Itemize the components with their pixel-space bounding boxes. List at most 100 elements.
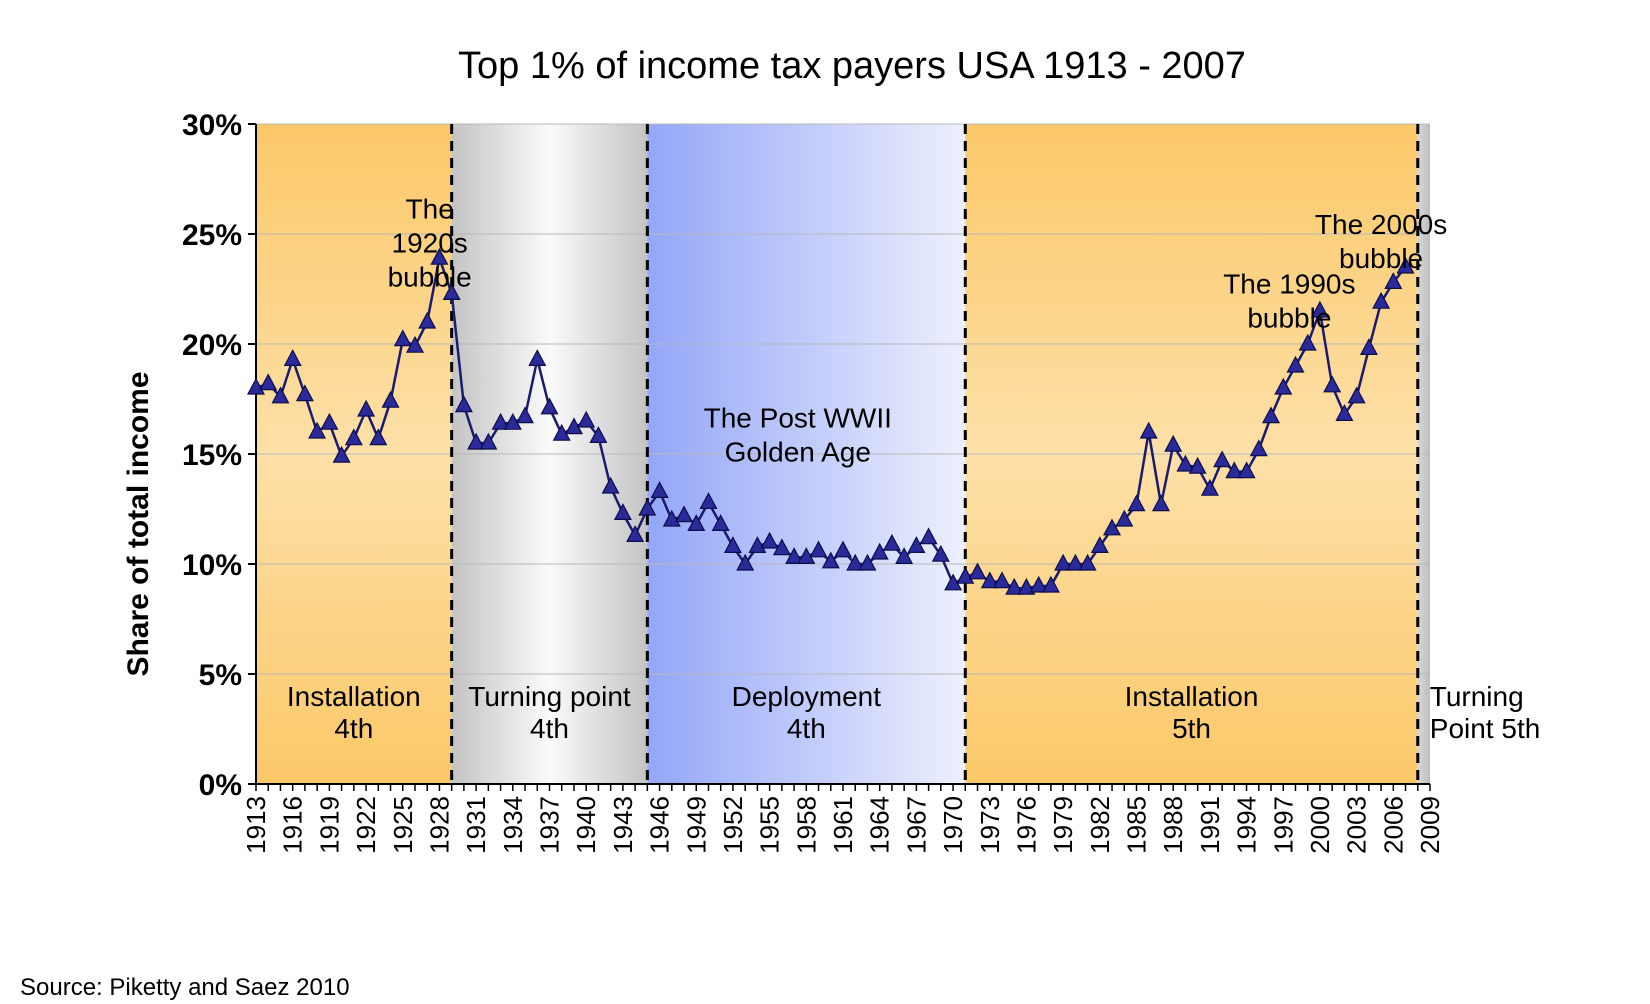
data-point-1987 [1152, 494, 1170, 512]
phase-boundaries [450, 124, 1420, 784]
data-point-1995 [1249, 439, 1268, 457]
phase-label-0: Installation 4th [287, 681, 421, 744]
x-tick-label: 2009 [1415, 796, 1445, 854]
phase-label-line: Turning [1430, 681, 1524, 712]
data-point-1922 [357, 399, 376, 417]
data-point-1953 [736, 553, 755, 571]
data-point-1951 [711, 514, 730, 531]
data-point-1973 [980, 571, 999, 589]
data-point-1974 [993, 571, 1011, 589]
data-point-1972 [968, 562, 987, 580]
data-point-1994 [1237, 461, 1256, 479]
phase-label-line: Turning point [468, 681, 631, 712]
data-point-1928 [430, 247, 449, 265]
x-tick-label: 1943 [608, 796, 638, 854]
x-tick-label: 1913 [241, 796, 271, 854]
data-point-1927 [418, 311, 437, 329]
data-point-1957 [785, 547, 804, 564]
y-axis-label: Share of total income [122, 371, 155, 676]
y-tick-label: 30% [182, 109, 242, 142]
data-point-1944 [626, 525, 645, 542]
x-tick-label: 1949 [681, 796, 711, 854]
data-point-2005 [1372, 291, 1391, 309]
data-point-2007 [1396, 256, 1415, 274]
annotation-line: bubble [388, 262, 472, 293]
data-point-1982 [1090, 536, 1109, 553]
phase-label-1: Turning point 4th [468, 681, 631, 744]
x-tick-label: 1937 [535, 796, 565, 854]
data-point-1932 [479, 432, 498, 450]
data-point-1996 [1262, 406, 1280, 424]
data-point-1938 [552, 423, 571, 441]
data-point-2003 [1347, 386, 1366, 404]
annotation-2: The 1990s bubble [1223, 268, 1355, 333]
data-point-1941 [589, 426, 608, 443]
data-point-1967 [907, 536, 926, 553]
data-point-1935 [516, 406, 534, 424]
data-point-1988 [1164, 434, 1183, 452]
data-point-1918 [308, 421, 327, 439]
data-point-1923 [369, 428, 388, 446]
data-point-1950 [699, 492, 718, 509]
source-note: Source: Piketty and Saez 2010 [20, 974, 350, 1001]
phase-label-line: Deployment [732, 681, 882, 712]
data-point-1937 [540, 397, 559, 415]
phase-label-line: Point 5th [1430, 713, 1541, 744]
data-point-1936 [528, 349, 547, 366]
annotation-line: 1920s [392, 228, 468, 259]
data-point-1947 [662, 509, 681, 527]
x-tick-label: 1988 [1158, 796, 1188, 854]
data-point-1914 [259, 373, 278, 391]
data-point-1965 [882, 533, 901, 551]
data-point-1933 [491, 412, 510, 430]
x-tick-label: 1961 [828, 796, 858, 854]
x-tick-label: 1997 [1268, 796, 1298, 854]
data-point-1978 [1041, 575, 1060, 593]
data-point-1943 [613, 503, 632, 520]
data-point-1976 [1017, 577, 1036, 595]
data-point-1920 [332, 445, 351, 463]
x-tick-label: 1994 [1232, 796, 1262, 854]
y-tick-label: 0% [199, 769, 242, 802]
data-point-1919 [320, 412, 339, 430]
data-point-1925 [393, 329, 412, 347]
annotation-line: The 2000s [1315, 209, 1447, 240]
x-tick-label: 1925 [388, 796, 418, 854]
phase-label-2: Deployment 4th [732, 681, 882, 744]
data-point-1997 [1274, 377, 1293, 395]
phase-label-line: Installation [287, 681, 421, 712]
data-point-1968 [919, 527, 938, 545]
annotation-0: The 1920s bubble [388, 194, 472, 293]
x-tick-label: 1934 [498, 796, 528, 854]
x-tick-label: 1916 [278, 796, 308, 854]
data-point-1940 [577, 410, 596, 428]
series-top-1-percent [247, 247, 1415, 595]
data-point-1921 [344, 428, 363, 446]
data-point-1924 [381, 390, 400, 408]
data-point-1983 [1103, 518, 1121, 536]
x-tick-label: 1985 [1122, 796, 1152, 854]
annotation-line: bubble [1247, 302, 1331, 333]
data-point-1915 [271, 386, 290, 404]
y-tick-label: 15% [182, 439, 242, 472]
data-point-1961 [834, 540, 852, 558]
data-point-1986 [1139, 421, 1158, 439]
data-point-1975 [1005, 577, 1024, 595]
data-point-1949 [687, 514, 706, 531]
annotation-1: The Post WWII Golden Age [704, 403, 892, 468]
data-point-1926 [406, 335, 424, 353]
x-tick-label: 1952 [718, 796, 748, 854]
data-point-1979 [1054, 553, 1073, 571]
data-point-1980 [1066, 553, 1085, 571]
phase-label-line: 4th [787, 713, 826, 744]
x-tick-label: 1973 [975, 796, 1005, 854]
data-point-1960 [821, 551, 840, 569]
annotation-line: The [406, 194, 454, 225]
data-point-1946 [650, 481, 669, 498]
annotation-line: The Post WWII [704, 403, 892, 434]
y-tick-label: 20% [182, 329, 242, 362]
data-point-1934 [503, 412, 522, 430]
x-tick-label: 1940 [571, 796, 601, 854]
